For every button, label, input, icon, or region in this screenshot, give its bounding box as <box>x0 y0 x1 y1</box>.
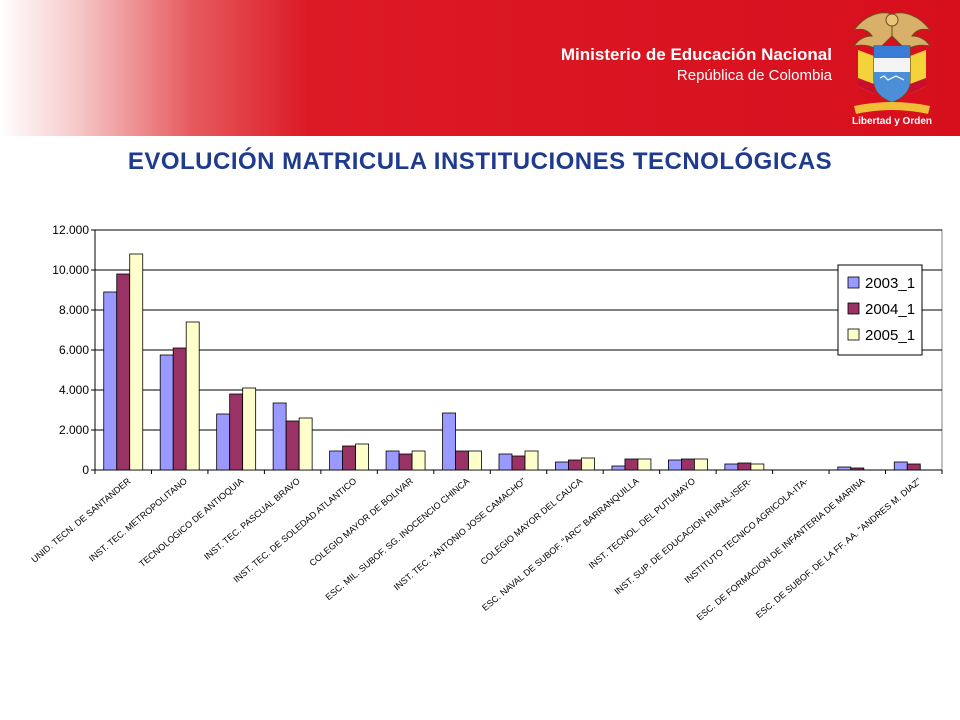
bar-2004_1-1 <box>172 347 187 471</box>
header-banner <box>0 0 960 136</box>
bar-2005_1-4 <box>355 443 370 471</box>
legend-label: 2005_1 <box>865 327 915 344</box>
enrollment-bar-chart: 0 2.000 4.000 6.000 8.000 10.000 12.000 UNID. … <box>29 223 943 622</box>
bar-2004_1-6 <box>455 450 469 471</box>
bar-2004_1-5 <box>398 453 413 471</box>
y-tick-label: 4.000 <box>59 383 89 397</box>
ministry-name: Ministerio de Educación Nacional <box>560 45 832 64</box>
bar-2003_1-9 <box>611 465 626 471</box>
bar-2003_1-5 <box>385 450 400 471</box>
bar-2004_1-8 <box>568 459 582 471</box>
bar-2004_1-0 <box>116 273 131 471</box>
bar-2005_1-9 <box>637 458 652 471</box>
x-tick-label: TECNOLOGICO DE ANTIOQUIA <box>137 476 245 569</box>
x-tick-label: COLEGIO MAYOR DE BOLIVAR <box>308 476 416 569</box>
page-title: EVOLUCIÓN MATRICULA INSTITUCIONES TECNOL… <box>127 148 833 175</box>
bar-2004_1-2 <box>229 393 244 471</box>
chart-bars <box>103 253 921 471</box>
x-tick-label: COLEGIO MAYOR DEL CAUCA <box>479 476 585 567</box>
bar-2003_1-0 <box>103 291 118 471</box>
bar-2005_1-5 <box>411 450 426 471</box>
motto-text: Libertad y Orden <box>852 116 932 127</box>
x-tick-label: UNID. TECN. DE SANTANDER <box>29 476 132 565</box>
bar-2005_1-10 <box>694 458 708 471</box>
bar-2004_1-11 <box>737 462 752 471</box>
bar-2005_1-2 <box>242 387 257 471</box>
bar-2005_1-7 <box>524 450 539 471</box>
bar-2003_1-8 <box>555 461 569 471</box>
bar-2003_1-3 <box>272 402 287 471</box>
bar-2005_1-6 <box>468 450 482 471</box>
y-axis-ticks: 0 2.000 4.000 6.000 8.000 10.000 12.000 <box>52 223 96 477</box>
x-tick-label: INST. TECNOL. DEL PUTUMAYO <box>587 476 698 571</box>
x-tick-label: INST. TEC. METROPOLITANO <box>87 476 189 564</box>
legend-swatch <box>847 302 860 315</box>
y-tick-label: 8.000 <box>59 303 89 317</box>
bar-2005_1-1 <box>185 321 200 471</box>
bar-2003_1-14 <box>893 461 908 471</box>
bar-2005_1-8 <box>581 457 595 471</box>
bar-2003_1-10 <box>668 459 682 471</box>
bar-2004_1-10 <box>681 458 695 471</box>
bar-2004_1-13 <box>850 467 865 471</box>
bar-2005_1-3 <box>298 417 313 471</box>
x-tick-label: INST. TEC. PASCUAL BRAVO <box>202 476 302 562</box>
bar-2003_1-13 <box>837 466 852 471</box>
bar-2004_1-9 <box>624 458 639 471</box>
bar-2003_1-11 <box>724 463 739 471</box>
chart-legend: 2003_1 2004_1 2005_1 <box>837 264 923 356</box>
y-tick-label: 2.000 <box>59 423 89 437</box>
bar-2003_1-2 <box>216 413 231 471</box>
bar-2005_1-0 <box>129 253 144 471</box>
y-tick-label: 10.000 <box>52 263 89 277</box>
legend-label: 2003_1 <box>865 275 915 292</box>
bar-2004_1-14 <box>906 463 921 471</box>
bar-2004_1-4 <box>342 445 357 471</box>
y-tick-label: 0 <box>82 463 89 477</box>
y-tick-label: 6.000 <box>59 343 89 357</box>
y-tick-label: 12.000 <box>52 223 89 237</box>
legend-swatch <box>847 276 860 289</box>
bar-2003_1-4 <box>329 450 344 471</box>
country-name: República de Colombia <box>676 67 832 84</box>
bar-2004_1-3 <box>285 420 300 471</box>
bar-2003_1-7 <box>498 453 513 471</box>
coat-of-arms-icon: Libertad y Orden <box>852 12 932 127</box>
ministry-block: Ministerio de Educación Nacional Repúbli… <box>561 44 832 86</box>
bar-2003_1-1 <box>159 354 174 471</box>
bar-2003_1-6 <box>442 412 456 471</box>
x-tick-label: INST. TEC. DE SOLEDAD ATLANTICO <box>232 476 359 585</box>
bar-2004_1-7 <box>511 455 526 471</box>
legend-label: 2004_1 <box>865 301 915 318</box>
bar-2005_1-11 <box>750 463 765 471</box>
x-tick-label: INSTITUTO TECNICO AGRICOLA-ITA- <box>683 476 810 585</box>
legend-swatch <box>847 328 860 341</box>
